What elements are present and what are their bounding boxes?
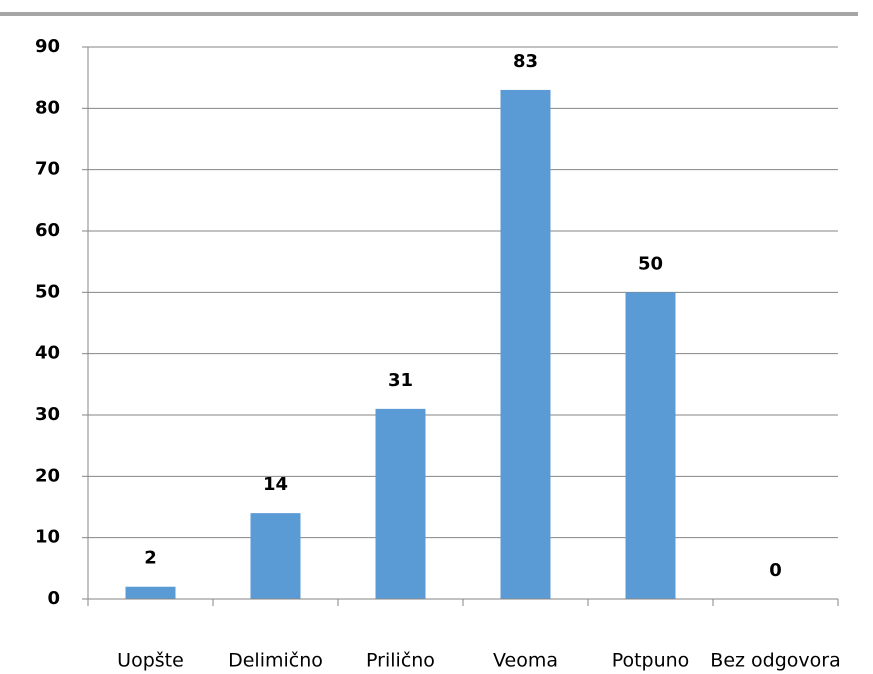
y-tick-label: 40 (35, 343, 60, 364)
y-tick-label: 80 (35, 97, 60, 118)
y-tick-label: 70 (35, 159, 60, 180)
y-tick-label: 30 (35, 404, 60, 425)
x-tick-label: Potpuno (612, 650, 690, 672)
bar (625, 292, 676, 599)
x-tick-label: Delimično (228, 650, 323, 672)
bar (125, 586, 176, 599)
bar (500, 89, 551, 599)
y-tick-label: 10 (35, 527, 60, 548)
data-label: 31 (388, 370, 413, 391)
y-tick-label: 60 (35, 220, 60, 241)
y-tick-label: 0 (47, 588, 60, 609)
x-tick-label: Bez odgovora (710, 650, 840, 672)
y-tick-label: 90 (35, 36, 60, 57)
y-tick-label: 50 (35, 281, 60, 302)
data-label: 2 (144, 548, 157, 569)
x-tick-label: Veoma (493, 650, 558, 672)
x-tick-label: Uopšte (117, 650, 184, 672)
bar (375, 408, 426, 599)
data-label: 14 (263, 474, 288, 495)
data-label: 0 (769, 560, 782, 581)
data-label: 50 (638, 253, 663, 274)
data-label: 83 (513, 51, 538, 72)
y-tick-label: 20 (35, 465, 60, 486)
bar (250, 513, 301, 599)
x-tick-label: Prilično (366, 650, 435, 672)
